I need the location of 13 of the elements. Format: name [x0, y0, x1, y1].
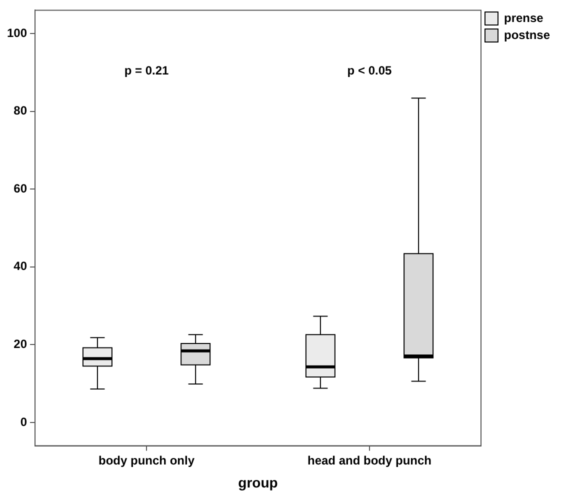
y-tick-label: 20: [14, 336, 28, 351]
annotation: p < 0.05: [347, 63, 392, 78]
x-tick-label: body punch only: [98, 453, 195, 468]
y-tick-label: 40: [14, 259, 28, 274]
y-tick-label: 0: [20, 414, 28, 429]
y-tick-label: 60: [14, 181, 28, 196]
y-tick-label: 80: [14, 104, 28, 118]
legend-label: prense: [504, 10, 544, 25]
annotation: p = 0.21: [124, 63, 170, 78]
y-tick-label: 100: [6, 26, 28, 40]
x-tick-label: head and body punch: [307, 453, 432, 468]
legend-label: postnse: [504, 28, 550, 42]
x-axis-title: group: [238, 474, 278, 490]
